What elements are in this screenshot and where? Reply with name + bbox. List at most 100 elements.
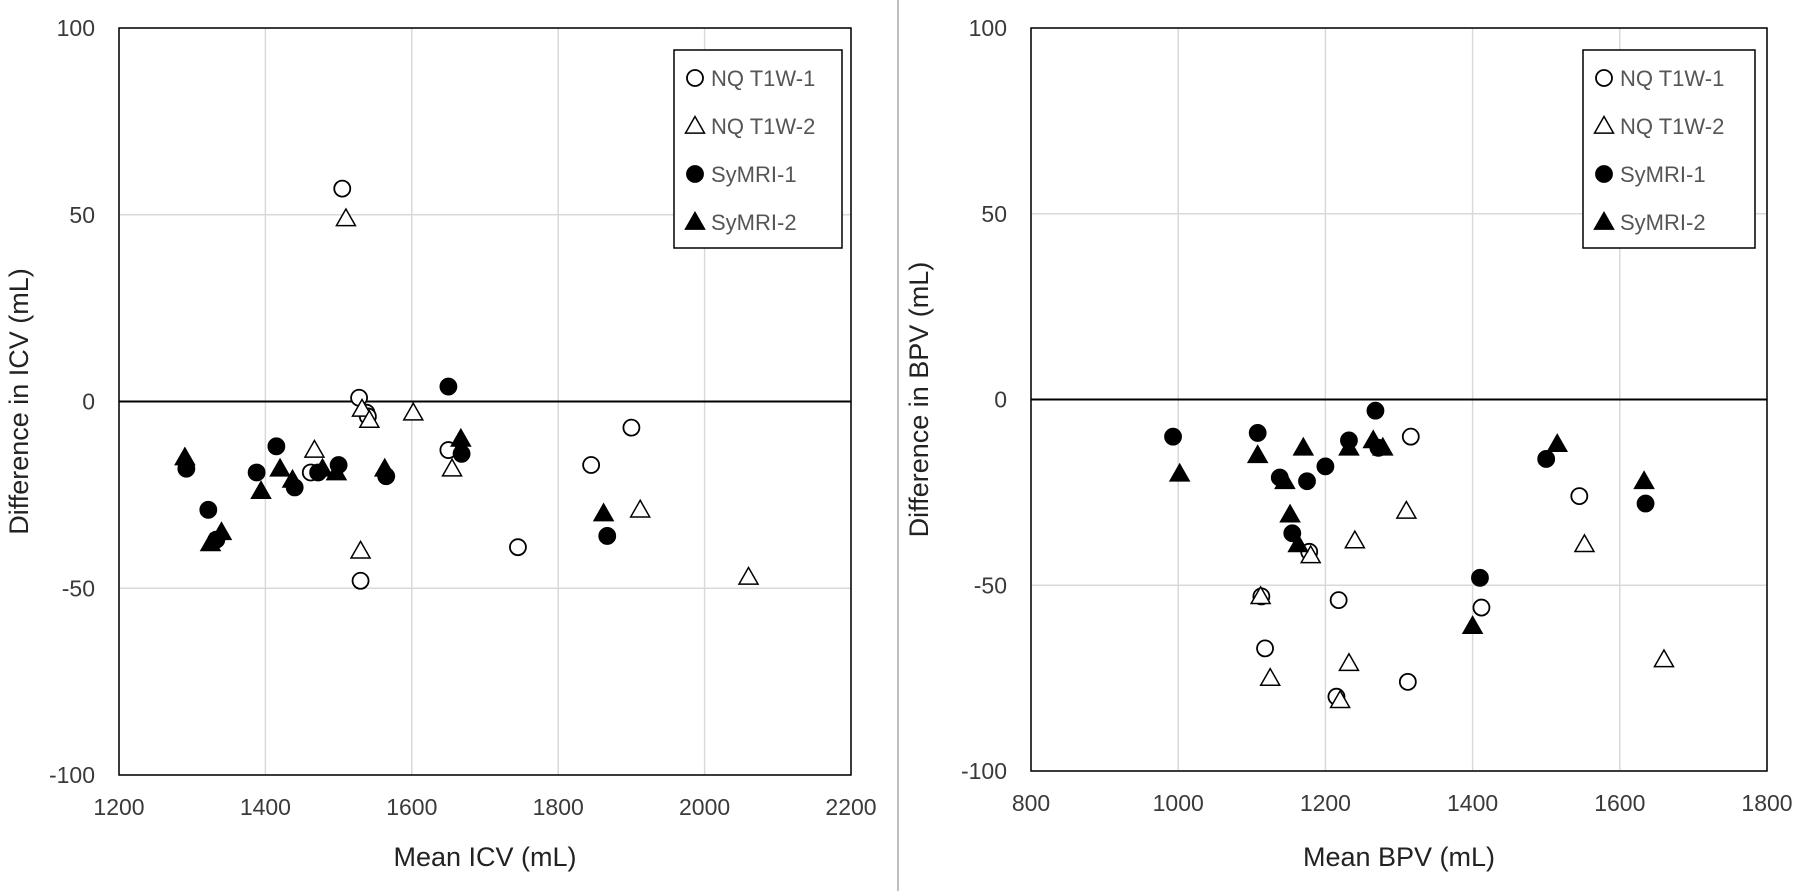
x-tick-label: 2200 — [825, 794, 876, 820]
legend-marker — [1595, 69, 1613, 87]
series-symri-2 — [174, 427, 615, 552]
x-axis-title: Mean ICV (mL) — [393, 842, 576, 872]
y-tick-label: 50 — [981, 201, 1007, 227]
series-nq-t1w-2 — [1249, 499, 1675, 709]
legend-box — [1582, 49, 1756, 249]
data-point — [1329, 591, 1348, 610]
data-point — [311, 457, 334, 477]
legend: NQ T1W-1 NQ T1W-2 SyMRI-1 SyMRI-2 — [673, 49, 843, 249]
data-point — [1248, 424, 1267, 442]
data-point — [174, 446, 196, 466]
data-point — [1398, 672, 1417, 691]
y-tick-label: 100 — [969, 15, 1007, 41]
data-point — [622, 418, 641, 437]
x-axis-title: Mean BPV (mL) — [1303, 842, 1495, 872]
legend-marker — [1595, 165, 1613, 183]
legend-label: NQ T1W-2 — [711, 114, 815, 139]
data-point — [1472, 598, 1491, 617]
data-point — [1461, 615, 1484, 634]
series-symri-2 — [1168, 429, 1655, 634]
legend-marker — [1593, 114, 1615, 134]
x-tick-label: 2000 — [679, 794, 730, 820]
data-point — [349, 539, 372, 559]
legend-marker — [684, 210, 706, 230]
data-point — [351, 397, 373, 417]
data-point — [1401, 427, 1420, 446]
data-point — [452, 444, 471, 463]
data-point — [1279, 503, 1301, 523]
data-point — [325, 461, 348, 481]
legend-marker — [686, 69, 704, 87]
legend: NQ T1W-1 NQ T1W-2 SyMRI-1 SyMRI-2 — [1582, 49, 1756, 249]
legend-marker — [684, 114, 706, 134]
data-point — [1316, 457, 1335, 476]
data-point — [358, 409, 381, 429]
x-tick-label: 1200 — [93, 794, 144, 820]
data-point — [441, 457, 463, 477]
data-point — [737, 566, 760, 585]
data-point — [199, 532, 222, 552]
legend-label: SyMRI-2 — [1620, 210, 1706, 235]
x-tick-label: 1200 — [1300, 790, 1351, 816]
data-point — [373, 457, 396, 477]
data-point — [1259, 667, 1281, 686]
legend-marker — [1593, 210, 1615, 230]
legend-label: SyMRI-1 — [711, 162, 797, 187]
bpv-scatter-chart: 800 1000 1200 1400 1600 1800 -100 -50 0 50 100 Mean… — [904, 15, 1793, 872]
y-tick-label: -50 — [62, 575, 95, 601]
data-point — [1653, 648, 1675, 668]
data-point — [592, 502, 615, 522]
data-point — [1471, 568, 1489, 587]
data-point — [509, 538, 527, 557]
data-point — [1256, 639, 1274, 658]
x-tick-label: 1600 — [386, 794, 437, 820]
data-point — [582, 456, 601, 474]
data-point — [1372, 436, 1394, 456]
data-point — [1573, 533, 1596, 553]
data-point — [598, 527, 617, 545]
data-point — [210, 521, 233, 541]
data-point — [303, 439, 326, 458]
data-point — [1395, 499, 1418, 519]
data-point — [333, 179, 352, 198]
series-symri-1 — [177, 377, 617, 549]
y-tick-label: -100 — [49, 762, 95, 788]
legend-label: SyMRI-1 — [1620, 162, 1706, 187]
data-point — [439, 377, 458, 396]
y-tick-label: -100 — [961, 758, 1007, 784]
legend-marker — [686, 165, 704, 183]
data-point — [1287, 533, 1309, 553]
data-point — [1274, 470, 1296, 490]
data-point — [1164, 427, 1182, 446]
series-nq-t1w-1 — [1252, 427, 1589, 706]
data-point — [1636, 494, 1655, 513]
y-tick-label: 100 — [57, 15, 95, 41]
data-point — [250, 480, 272, 500]
data-point — [1338, 652, 1360, 672]
data-point — [269, 457, 291, 477]
y-tick-label: 0 — [994, 387, 1007, 413]
legend-label: NQ T1W-1 — [711, 66, 815, 91]
data-point — [1246, 444, 1269, 464]
legend-label: SyMRI-2 — [711, 210, 797, 235]
data-point — [1292, 436, 1315, 456]
data-point — [450, 427, 472, 447]
data-point — [199, 500, 218, 519]
data-point — [1298, 472, 1316, 491]
data-point — [1299, 544, 1322, 564]
x-tick-label: 1400 — [240, 794, 291, 820]
data-point — [247, 463, 266, 482]
data-point — [1366, 401, 1385, 420]
y-tick-label: 50 — [69, 202, 95, 228]
x-tick-label: 1800 — [1741, 790, 1792, 816]
y-tick-label: -50 — [974, 572, 1007, 598]
x-tick-label: 1400 — [1447, 790, 1498, 816]
y-tick-label: 0 — [82, 389, 95, 415]
data-point — [281, 468, 304, 488]
x-tick-label: 1600 — [1594, 790, 1645, 816]
x-tick-label: 1800 — [533, 794, 584, 820]
data-point — [1249, 585, 1272, 605]
data-point — [1362, 429, 1385, 449]
data-point — [335, 207, 357, 227]
